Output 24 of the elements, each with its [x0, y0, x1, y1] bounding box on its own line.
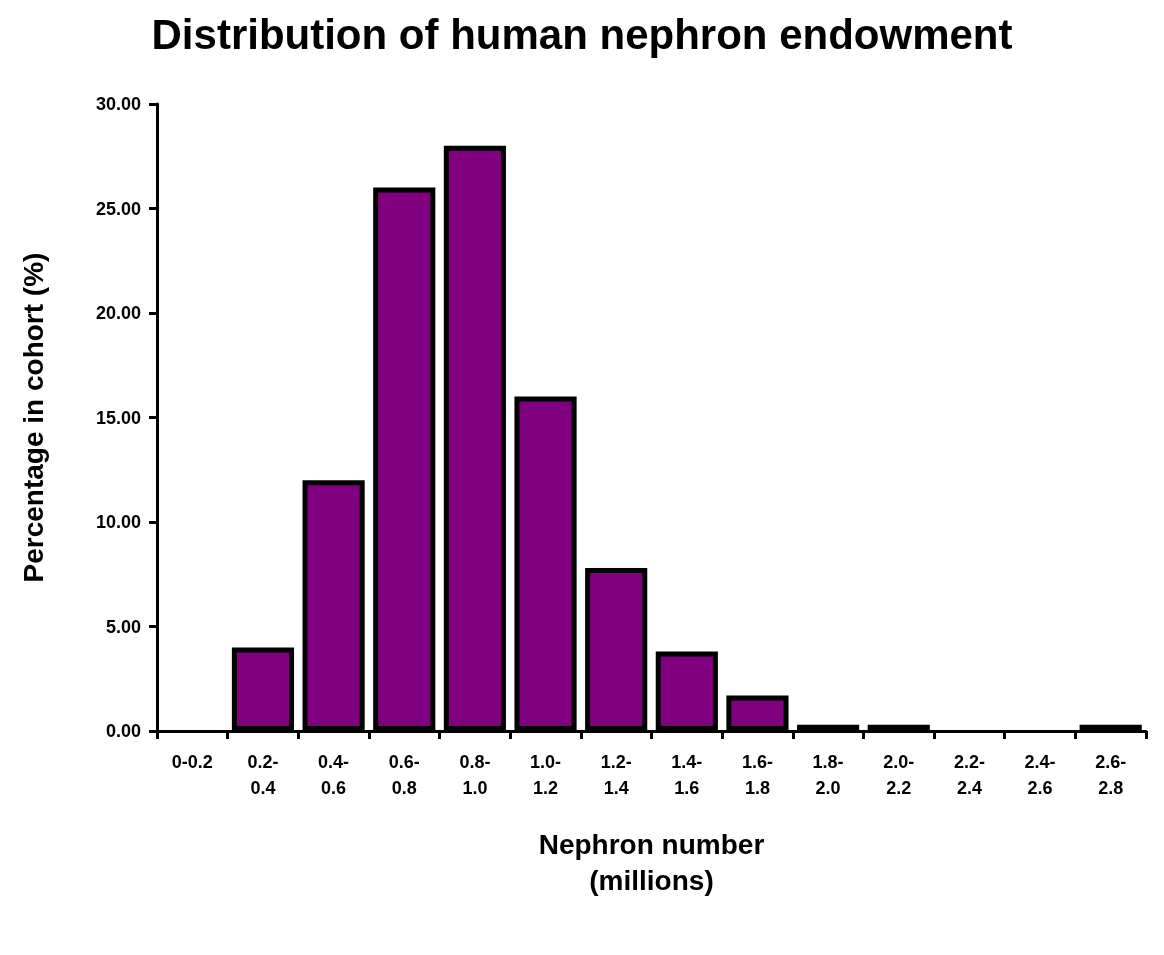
x-tick-label: 1.6-1.8: [741, 752, 773, 798]
y-tick-label: 25.00: [95, 198, 141, 219]
y-tick-label: 0.00: [105, 721, 141, 741]
y-tick-label: 10.00: [95, 512, 141, 532]
x-tick-label: 2.6-2.8: [1095, 752, 1127, 798]
x-tick-label: 2.0-2.2: [883, 752, 915, 798]
x-tick-label: 0-0.2: [171, 752, 213, 772]
x-tick-label: 0.8-1.0: [459, 752, 491, 798]
x-axis-title: Nephron number (millions): [538, 828, 765, 896]
x-tick-label: 0.6-0.8: [388, 752, 420, 798]
x-tick-label: 0.4-0.6: [318, 752, 350, 798]
x-tick-label: 0.2-0.4: [247, 752, 279, 798]
x-tick-label: 1.2-1.4: [600, 752, 632, 798]
x-tick-label: 2.4-2.6: [1024, 752, 1056, 798]
y-axis-title: Percentage in cohort (%): [17, 252, 49, 583]
x-tick-label: 1.0-1.2: [530, 752, 562, 798]
x-tick-label: 2.2-2.4: [953, 752, 985, 798]
y-tick-label: 20.00: [95, 303, 141, 323]
y-tick-label: 15.00: [95, 407, 141, 428]
y-tick-label: 5.00: [105, 616, 141, 637]
x-tick-label: 1.8-2.0: [812, 752, 844, 798]
y-tick-label: 30.00: [95, 94, 141, 114]
x-tick-label: 1.4-1.6: [671, 752, 703, 798]
chart-title: Distribution of human nephron endowment: [151, 10, 1013, 58]
